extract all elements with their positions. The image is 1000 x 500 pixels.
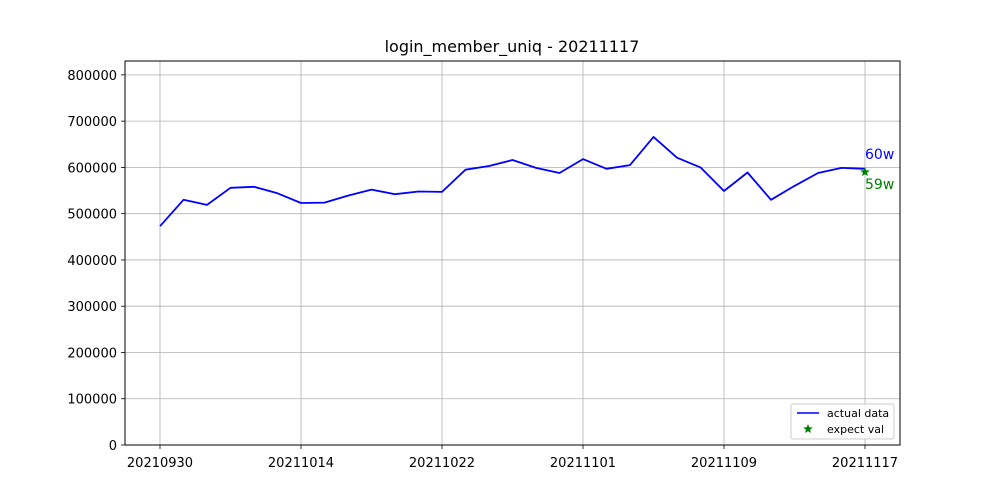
- y-tick-label: 200000: [67, 346, 117, 361]
- y-tick-label: 500000: [67, 208, 117, 223]
- y-tick-label: 800000: [67, 69, 117, 84]
- axis-ticks: 0 100000 200000 300000 400000 500000 600000 700…: [67, 69, 898, 471]
- x-tick-label: 20211101: [550, 456, 616, 471]
- annotation-actual: 60w: [865, 147, 894, 163]
- y-tick-label: 0: [109, 439, 117, 454]
- series-layer: [159, 135, 870, 227]
- annotation-expect: 59w: [865, 177, 894, 193]
- legend: actual data expect val: [790, 403, 895, 440]
- legend-star-icon: [803, 424, 813, 434]
- y-tick-label: 600000: [67, 161, 117, 176]
- y-tick-label: 700000: [67, 115, 117, 130]
- plot-frame: [124, 60, 901, 446]
- y-tick-label: 300000: [67, 300, 117, 315]
- legend-label-actual-data: actual data: [827, 407, 889, 420]
- grid: [125, 61, 900, 446]
- x-tick-label: 20210930: [127, 456, 193, 471]
- x-tick-label: 20211014: [268, 456, 334, 471]
- y-tick-label: 400000: [67, 254, 117, 269]
- x-tick-label: 20211109: [691, 456, 757, 471]
- y-tick-label: 100000: [67, 393, 117, 408]
- x-tick-label: 20211117: [832, 456, 898, 471]
- chart-title: login_member_uniq - 20211117: [385, 37, 640, 57]
- series-line-actual-data: [159, 135, 866, 227]
- annotations: 60w 59w: [865, 147, 894, 193]
- x-tick-label: 20211022: [409, 456, 475, 471]
- expect-val-star-marker: [860, 167, 870, 177]
- legend-label-expect-val: expect val: [827, 423, 884, 436]
